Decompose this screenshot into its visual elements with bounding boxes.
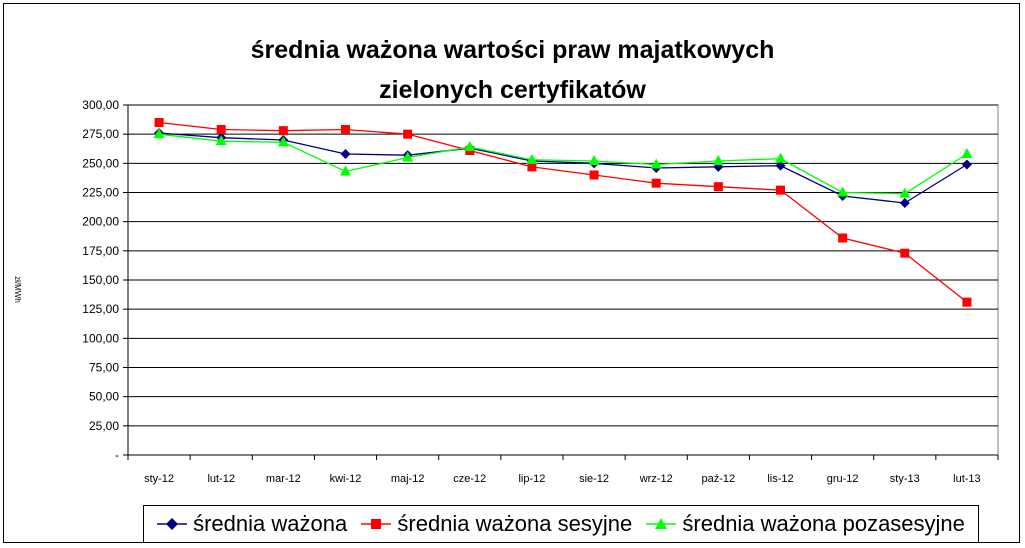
series-2-point-8 <box>650 158 662 169</box>
series-line-1 <box>158 121 968 303</box>
chart-title-line-2: zielonych certyfikatów <box>379 76 646 104</box>
y-tick-label-8: 200,00 <box>82 215 119 229</box>
x-tick-label-5: cze-12 <box>453 473 486 485</box>
series-2-point-1 <box>215 135 227 146</box>
x-tick-label-8: wrz-12 <box>639 473 673 485</box>
x-tick-label-10: lis-12 <box>767 473 793 485</box>
legend-label-2: średnia ważona pozasesyjne <box>682 511 965 536</box>
series-1-point-7 <box>589 170 599 180</box>
series-0-point-3 <box>340 149 351 159</box>
x-tick-label-7: sie-12 <box>579 473 609 485</box>
x-tick-label-9: paź-12 <box>702 473 736 485</box>
series-line-0 <box>159 132 968 204</box>
legend-marker-2 <box>646 518 677 529</box>
legend-item-1: średnia ważona sesyjne <box>361 511 632 537</box>
series-2-point-5 <box>464 141 476 151</box>
series-line-2 <box>158 133 968 195</box>
y-axis-label: zł/MWh <box>12 276 22 303</box>
legend-item-0: średnia ważona <box>157 511 347 537</box>
legend-label-1: średnia ważona sesyjne <box>397 511 633 536</box>
legend-label-0: średnia ważona <box>193 511 348 536</box>
series-1-point-11 <box>838 233 848 243</box>
y-tick-label-4: 100,00 <box>82 331 119 345</box>
series-1-point-10 <box>776 185 785 195</box>
y-tick-label-9: 225,00 <box>82 186 119 200</box>
y-tick-label-7: 175,00 <box>82 244 119 258</box>
y-tick-label-11: 275,00 <box>82 127 119 141</box>
series-1-point-13 <box>962 297 972 307</box>
series-2-point-3 <box>340 165 351 176</box>
y-tick-label-12: 300,00 <box>82 98 119 112</box>
x-tick-label-12: sty-13 <box>890 473 920 485</box>
series-1-point-6 <box>527 162 537 172</box>
y-tick-label-10: 250,00 <box>82 156 119 170</box>
x-tick-label-3: kwi-12 <box>330 473 362 485</box>
legend-item-2: średnia ważona pozasesyjne <box>646 511 965 537</box>
x-tick-label-13: lut-13 <box>953 473 981 485</box>
series-2-point-6 <box>526 153 538 164</box>
series-0-point-13 <box>961 159 972 170</box>
series-1-point-4 <box>403 129 413 139</box>
chart-title-line-1: średnia ważona wartości praw majatkowych <box>250 36 775 64</box>
x-tick-label-4: maj-12 <box>391 473 425 485</box>
series-0-point-10 <box>775 160 786 171</box>
series-1-point-2 <box>278 126 288 136</box>
series-1-point-3 <box>341 125 350 134</box>
series-2-point-13 <box>961 148 973 158</box>
series-2-point-4 <box>402 151 414 162</box>
legend-marker-1 <box>361 519 392 529</box>
y-tick-label-3: 75,00 <box>89 361 119 375</box>
series-2-point-10 <box>775 152 786 163</box>
y-tick-label-0: - <box>115 448 119 462</box>
x-tick-label-0: sty-12 <box>144 473 174 485</box>
x-tick-label-1: lut-12 <box>207 473 235 485</box>
x-tick-label-2: mar-12 <box>266 473 301 485</box>
series-1-point-12 <box>900 248 910 258</box>
series-2-point-2 <box>277 136 289 147</box>
series-2-point-9 <box>712 155 724 165</box>
y-tick-label-2: 50,00 <box>89 390 119 404</box>
series-2-point-11 <box>837 186 849 197</box>
series-2-point-0 <box>153 128 165 139</box>
legend-marker-0 <box>157 518 188 530</box>
series-1-point-1 <box>216 125 226 134</box>
series-2-point-7 <box>588 155 600 165</box>
series-1-point-8 <box>651 178 661 188</box>
y-tick-label-6: 150,00 <box>82 273 119 287</box>
legend: średnia ważona średnia ważona sesyjne śr… <box>143 505 979 543</box>
y-tick-label-1: 25,00 <box>89 419 119 433</box>
series-1-point-9 <box>713 182 723 192</box>
x-tick-label-6: lip-12 <box>518 473 545 485</box>
series-1-point-0 <box>154 118 164 127</box>
series-0-point-12 <box>899 198 910 208</box>
y-tick-label-5: 125,00 <box>82 302 119 316</box>
x-tick-label-11: gru-12 <box>827 473 859 485</box>
series-2-point-12 <box>899 187 911 198</box>
